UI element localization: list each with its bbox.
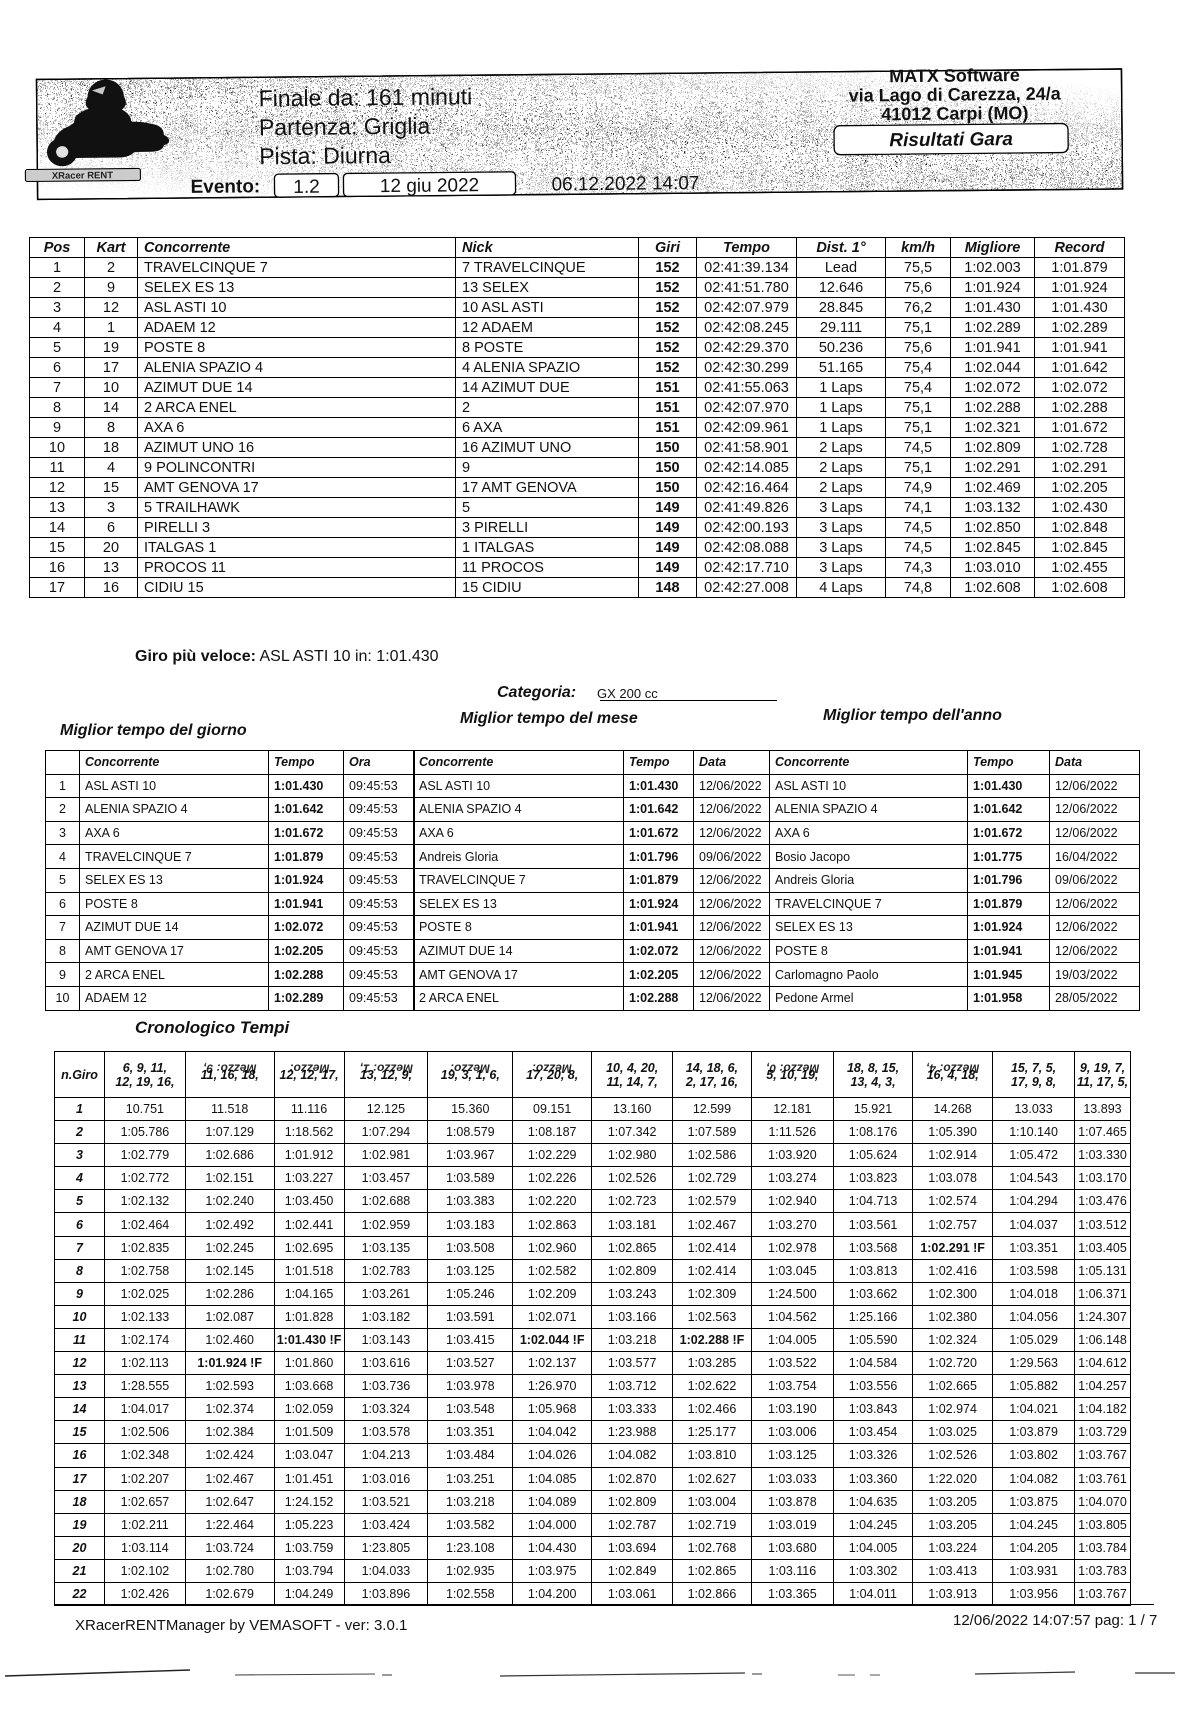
svg-text:Finale da: 161 minuti: Finale da: 161 minuti — [259, 83, 473, 111]
svg-text:via Lago di Carezza, 24/a: via Lago di Carezza, 24/a — [849, 84, 1062, 106]
svg-text:Risultati Gara: Risultati Gara — [889, 129, 1013, 151]
svg-text:Evento:: Evento: — [190, 176, 260, 198]
svg-text:XRacer RENT: XRacer RENT — [52, 170, 114, 182]
svg-text:1.2: 1.2 — [293, 177, 320, 198]
svg-text:MATX Software: MATX Software — [889, 65, 1020, 86]
svg-text:Pista: Diurna: Pista: Diurna — [259, 142, 391, 169]
svg-text:06.12.2022 14:07: 06.12.2022 14:07 — [551, 173, 699, 195]
svg-text:Partenza: Griglia: Partenza: Griglia — [259, 113, 431, 141]
svg-text:41012 Carpi (MO): 41012 Carpi (MO) — [881, 103, 1028, 124]
svg-text:12 giu 2022: 12 giu 2022 — [380, 175, 480, 197]
